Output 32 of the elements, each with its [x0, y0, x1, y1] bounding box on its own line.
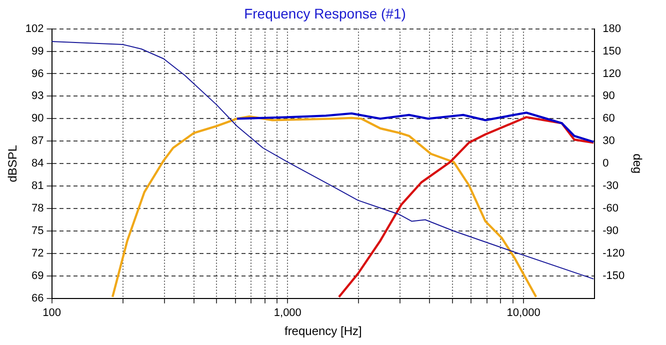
y2-tick-label: -150: [602, 270, 625, 282]
y-tick-label: 72: [32, 248, 44, 260]
y2-tick-label: -30: [602, 180, 618, 192]
y-tick-label: 93: [32, 90, 44, 102]
y2-tick-label: 0: [602, 158, 609, 170]
y2-tick-label: 150: [602, 45, 621, 58]
y-tick-label: 66: [32, 292, 44, 304]
x-tick-label: 100: [42, 307, 61, 320]
y-tick-label: 90: [32, 112, 44, 125]
x-tick-label: 10,000: [506, 307, 540, 320]
y-tick-label: 87: [32, 135, 44, 148]
y2-tick-label: -90: [602, 225, 618, 238]
y2-tick-label: 60: [602, 112, 615, 125]
y2-tick-label: -120: [602, 248, 625, 260]
y-tick-label: 102: [25, 22, 44, 35]
y-tick-label: 69: [32, 270, 44, 282]
y2-tick-label: 180: [602, 22, 621, 35]
y2-tick-label: -60: [602, 202, 618, 215]
y-tick-label: 78: [32, 202, 44, 215]
y-tick-label: 84: [32, 158, 44, 170]
y-tick-label: 96: [32, 68, 44, 80]
x-axis-title: frequency [Hz]: [284, 324, 362, 338]
chart-title: Frequency Response (#1): [244, 5, 406, 22]
y-tick-label: 75: [32, 225, 44, 238]
y2-tick-label: 90: [602, 90, 615, 102]
x-tick-label: 1,000: [274, 307, 302, 320]
y2-axis-title: deg: [630, 154, 644, 174]
y-tick-label: 99: [32, 45, 44, 58]
y-axis-title: dBSPL: [6, 144, 20, 182]
y2-tick-label: 30: [602, 135, 615, 148]
y-tick-label: 81: [32, 180, 44, 192]
y2-tick-label: 120: [602, 68, 621, 80]
